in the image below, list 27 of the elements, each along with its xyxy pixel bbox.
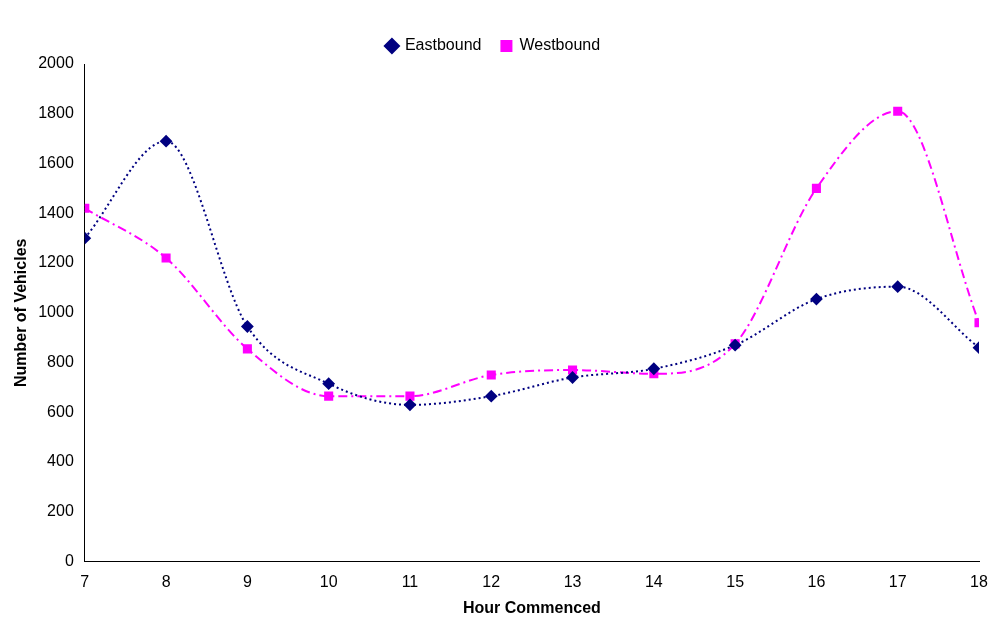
x-axis-title: Hour Commenced (463, 598, 601, 616)
x-tick-label: 11 (401, 572, 419, 590)
legend-label: Eastbound (404, 36, 482, 54)
x-tick-label: 17 (888, 572, 907, 590)
legend-label: Westbound (519, 36, 601, 54)
x-tick-label: 14 (644, 572, 663, 590)
y-tick-label: 1800 (38, 104, 74, 122)
y-tick-label: 1400 (38, 203, 74, 221)
x-tick-label: 12 (482, 572, 501, 590)
x-tick-label: 13 (563, 572, 582, 590)
y-tick-label: 400 (47, 452, 74, 470)
x-tick-label: 9 (242, 572, 252, 590)
x-tick-label: 10 (319, 572, 338, 590)
y-axis-title: Number of Vehicles (12, 238, 30, 388)
x-tick-label: 16 (807, 572, 826, 590)
y-tick-label: 1000 (38, 303, 74, 321)
y-tick-label: 1200 (38, 253, 74, 271)
y-tick-label: 800 (47, 352, 74, 370)
y-tick-label: 1600 (38, 153, 74, 171)
y-tick-label: 200 (47, 502, 74, 520)
x-tick-label: 8 (161, 572, 171, 590)
x-tick-label: 15 (726, 572, 745, 590)
x-tick-label: 18 (970, 572, 988, 590)
y-tick-label: 2000 (38, 54, 74, 72)
y-tick-label: 600 (47, 402, 74, 420)
x-tick-label: 7 (80, 572, 90, 590)
y-tick-label: 0 (64, 552, 74, 570)
